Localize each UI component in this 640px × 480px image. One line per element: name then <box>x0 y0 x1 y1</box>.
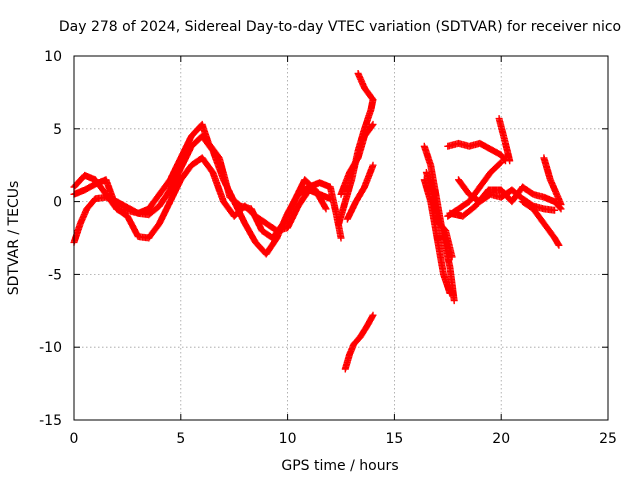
series-points <box>354 70 377 104</box>
y-tick-label: -15 <box>39 413 62 429</box>
series-track-13 <box>444 139 509 165</box>
series-track-10 <box>422 169 456 261</box>
y-tick-label: 5 <box>53 122 62 138</box>
series-points <box>343 161 377 223</box>
series-track-15 <box>495 115 514 165</box>
series-track-8 <box>341 311 377 373</box>
series-points <box>540 154 565 208</box>
series-points <box>422 169 456 261</box>
y-axis-label: SDTVAR / TECUs <box>6 181 22 296</box>
y-tick-label: -10 <box>39 340 62 356</box>
y-tick-label: 0 <box>53 195 62 211</box>
x-tick-label: 15 <box>385 431 403 447</box>
series-points <box>337 120 377 198</box>
y-tick-label: -5 <box>48 267 62 283</box>
series-points <box>446 183 565 220</box>
x-axis-label: GPS time / hours <box>281 458 398 474</box>
series-track-17 <box>519 198 563 249</box>
x-tick-label: 20 <box>492 431 510 447</box>
series-points <box>444 139 509 165</box>
y-tick-label: 10 <box>44 49 62 65</box>
series-points <box>519 198 563 249</box>
series-points <box>341 311 377 373</box>
axis-ticks: 0 5 10 15 20 25 -15 -10 -5 0 5 10 <box>39 49 617 447</box>
series-track-5 <box>343 161 377 223</box>
series-points <box>420 176 454 297</box>
x-tick-label: 5 <box>176 431 185 447</box>
series-track-11 <box>420 176 454 297</box>
series-points <box>495 115 514 165</box>
chart-title: Day 278 of 2024, Sidereal Day-to-day VTE… <box>59 19 621 35</box>
x-tick-label: 25 <box>599 431 617 447</box>
x-tick-label: 0 <box>70 431 79 447</box>
series-track-18 <box>540 154 565 208</box>
plot-frame <box>73 55 609 421</box>
series-track-6 <box>354 70 377 104</box>
series-track-14 <box>446 183 565 220</box>
grid <box>74 56 608 420</box>
series-track-7 <box>337 120 377 198</box>
x-tick-label: 10 <box>279 431 297 447</box>
